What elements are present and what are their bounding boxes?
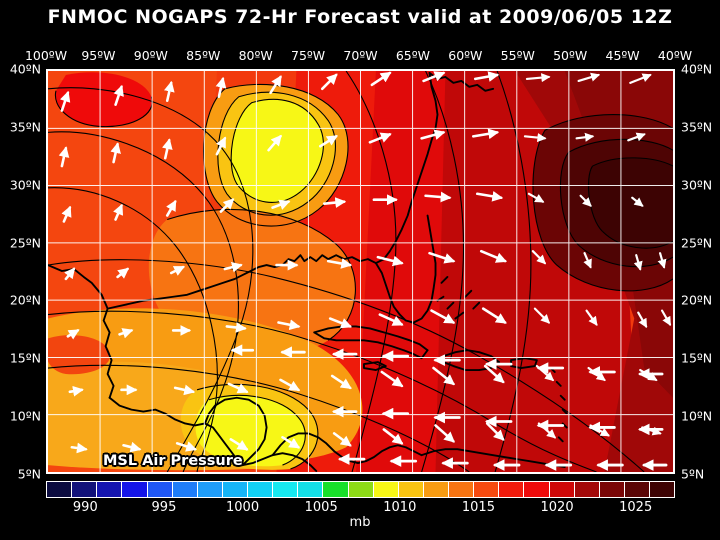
colorbar-tick-label: 1015 xyxy=(461,500,495,515)
colorbar-tick-label: 995 xyxy=(151,500,177,515)
lat-tick-label: 30ºN xyxy=(681,177,713,193)
lat-tick-label: 35ºN xyxy=(9,119,41,135)
lat-tick-label: 25ºN xyxy=(681,235,713,251)
colorbar-cell xyxy=(599,482,625,497)
colorbar-cell xyxy=(273,482,299,497)
lat-tick-label: 35ºN xyxy=(681,119,713,135)
colorbar-cell xyxy=(524,482,550,497)
colorbar-tick-label: 1010 xyxy=(383,500,417,515)
colorbar-tick-label: 1020 xyxy=(540,500,574,515)
lon-tick-label: 60ºW xyxy=(448,48,483,63)
colorbar-cell xyxy=(398,482,424,497)
colorbar-cell xyxy=(298,482,324,497)
colorbar-tick-label: 1005 xyxy=(304,500,338,515)
lat-tick-label: 15ºN xyxy=(9,350,41,366)
lon-tick-label: 70ºW xyxy=(343,48,378,63)
lon-tick-label: 90ºW xyxy=(133,48,168,63)
lon-tick-label: 45ºW xyxy=(605,48,640,63)
lon-tick-label: 85ºW xyxy=(186,48,221,63)
colorbar-cell xyxy=(348,482,374,497)
colorbar-unit-label: mb xyxy=(349,515,371,530)
page-title: FNMOC NOGAPS 72-Hr Forecast valid at 200… xyxy=(47,6,673,28)
colorbar-cell xyxy=(147,482,173,497)
lat-tick-label: 20ºN xyxy=(9,292,41,308)
lon-tick-label: 75ºW xyxy=(291,48,326,63)
colorbar-cell xyxy=(474,482,500,497)
colorbar-cell xyxy=(222,482,248,497)
colorbar-cell xyxy=(650,482,675,497)
colorbar-tick-label: 1025 xyxy=(619,500,653,515)
map-svg xyxy=(48,71,673,472)
lat-tick-label: 30ºN xyxy=(9,177,41,193)
lat-tick-label: 10ºN xyxy=(9,408,41,424)
lon-tick-label: 95ºW xyxy=(81,48,116,63)
lon-tick-label: 50ºW xyxy=(553,48,588,63)
lon-tick-label: 40ºW xyxy=(657,48,693,63)
colorbar-cell xyxy=(624,482,650,497)
lat-tick-label: 10ºN xyxy=(681,408,713,424)
colorbar-cell xyxy=(323,482,349,497)
field-label: MSL Air Pressure xyxy=(103,453,243,469)
colorbar-cell xyxy=(449,482,475,497)
lat-tick-label: 15ºN xyxy=(681,350,713,366)
lat-tick-label: 40ºN xyxy=(681,61,713,77)
pressure-field xyxy=(48,71,673,472)
colorbar-cell xyxy=(197,482,223,497)
colorbar-cell xyxy=(97,482,123,497)
lat-tick-label: 40ºN xyxy=(9,61,41,77)
colorbar-tick-label: 990 xyxy=(72,500,98,515)
lat-tick-label: 5ºN xyxy=(17,466,41,482)
lon-tick-label: 100ºW xyxy=(24,48,68,63)
colorbar-cell xyxy=(499,482,525,497)
colorbar-cell xyxy=(122,482,148,497)
lat-tick-label: 20ºN xyxy=(681,292,713,308)
wind-vectors xyxy=(58,71,507,454)
colorbar xyxy=(46,481,675,498)
lat-tick-label: 25ºN xyxy=(9,235,41,251)
colorbar-cell xyxy=(72,482,98,497)
lat-tick-label: 5ºN xyxy=(681,466,705,482)
lon-tick-label: 55ºW xyxy=(500,48,535,63)
lon-tick-label: 80ºW xyxy=(238,48,273,63)
colorbar-cell xyxy=(574,482,600,497)
lon-tick-label: 65ºW xyxy=(395,48,430,63)
colorbar-cell xyxy=(248,482,274,497)
colorbar-cell xyxy=(549,482,575,497)
colorbar-cell xyxy=(47,482,73,497)
colorbar-cell xyxy=(423,482,449,497)
colorbar-cell xyxy=(373,482,399,497)
map-plot-area: MSL Air Pressure 10.0 m/s xyxy=(46,69,675,474)
colorbar-tick-label: 1000 xyxy=(226,500,260,515)
colorbar-cell xyxy=(172,482,198,497)
